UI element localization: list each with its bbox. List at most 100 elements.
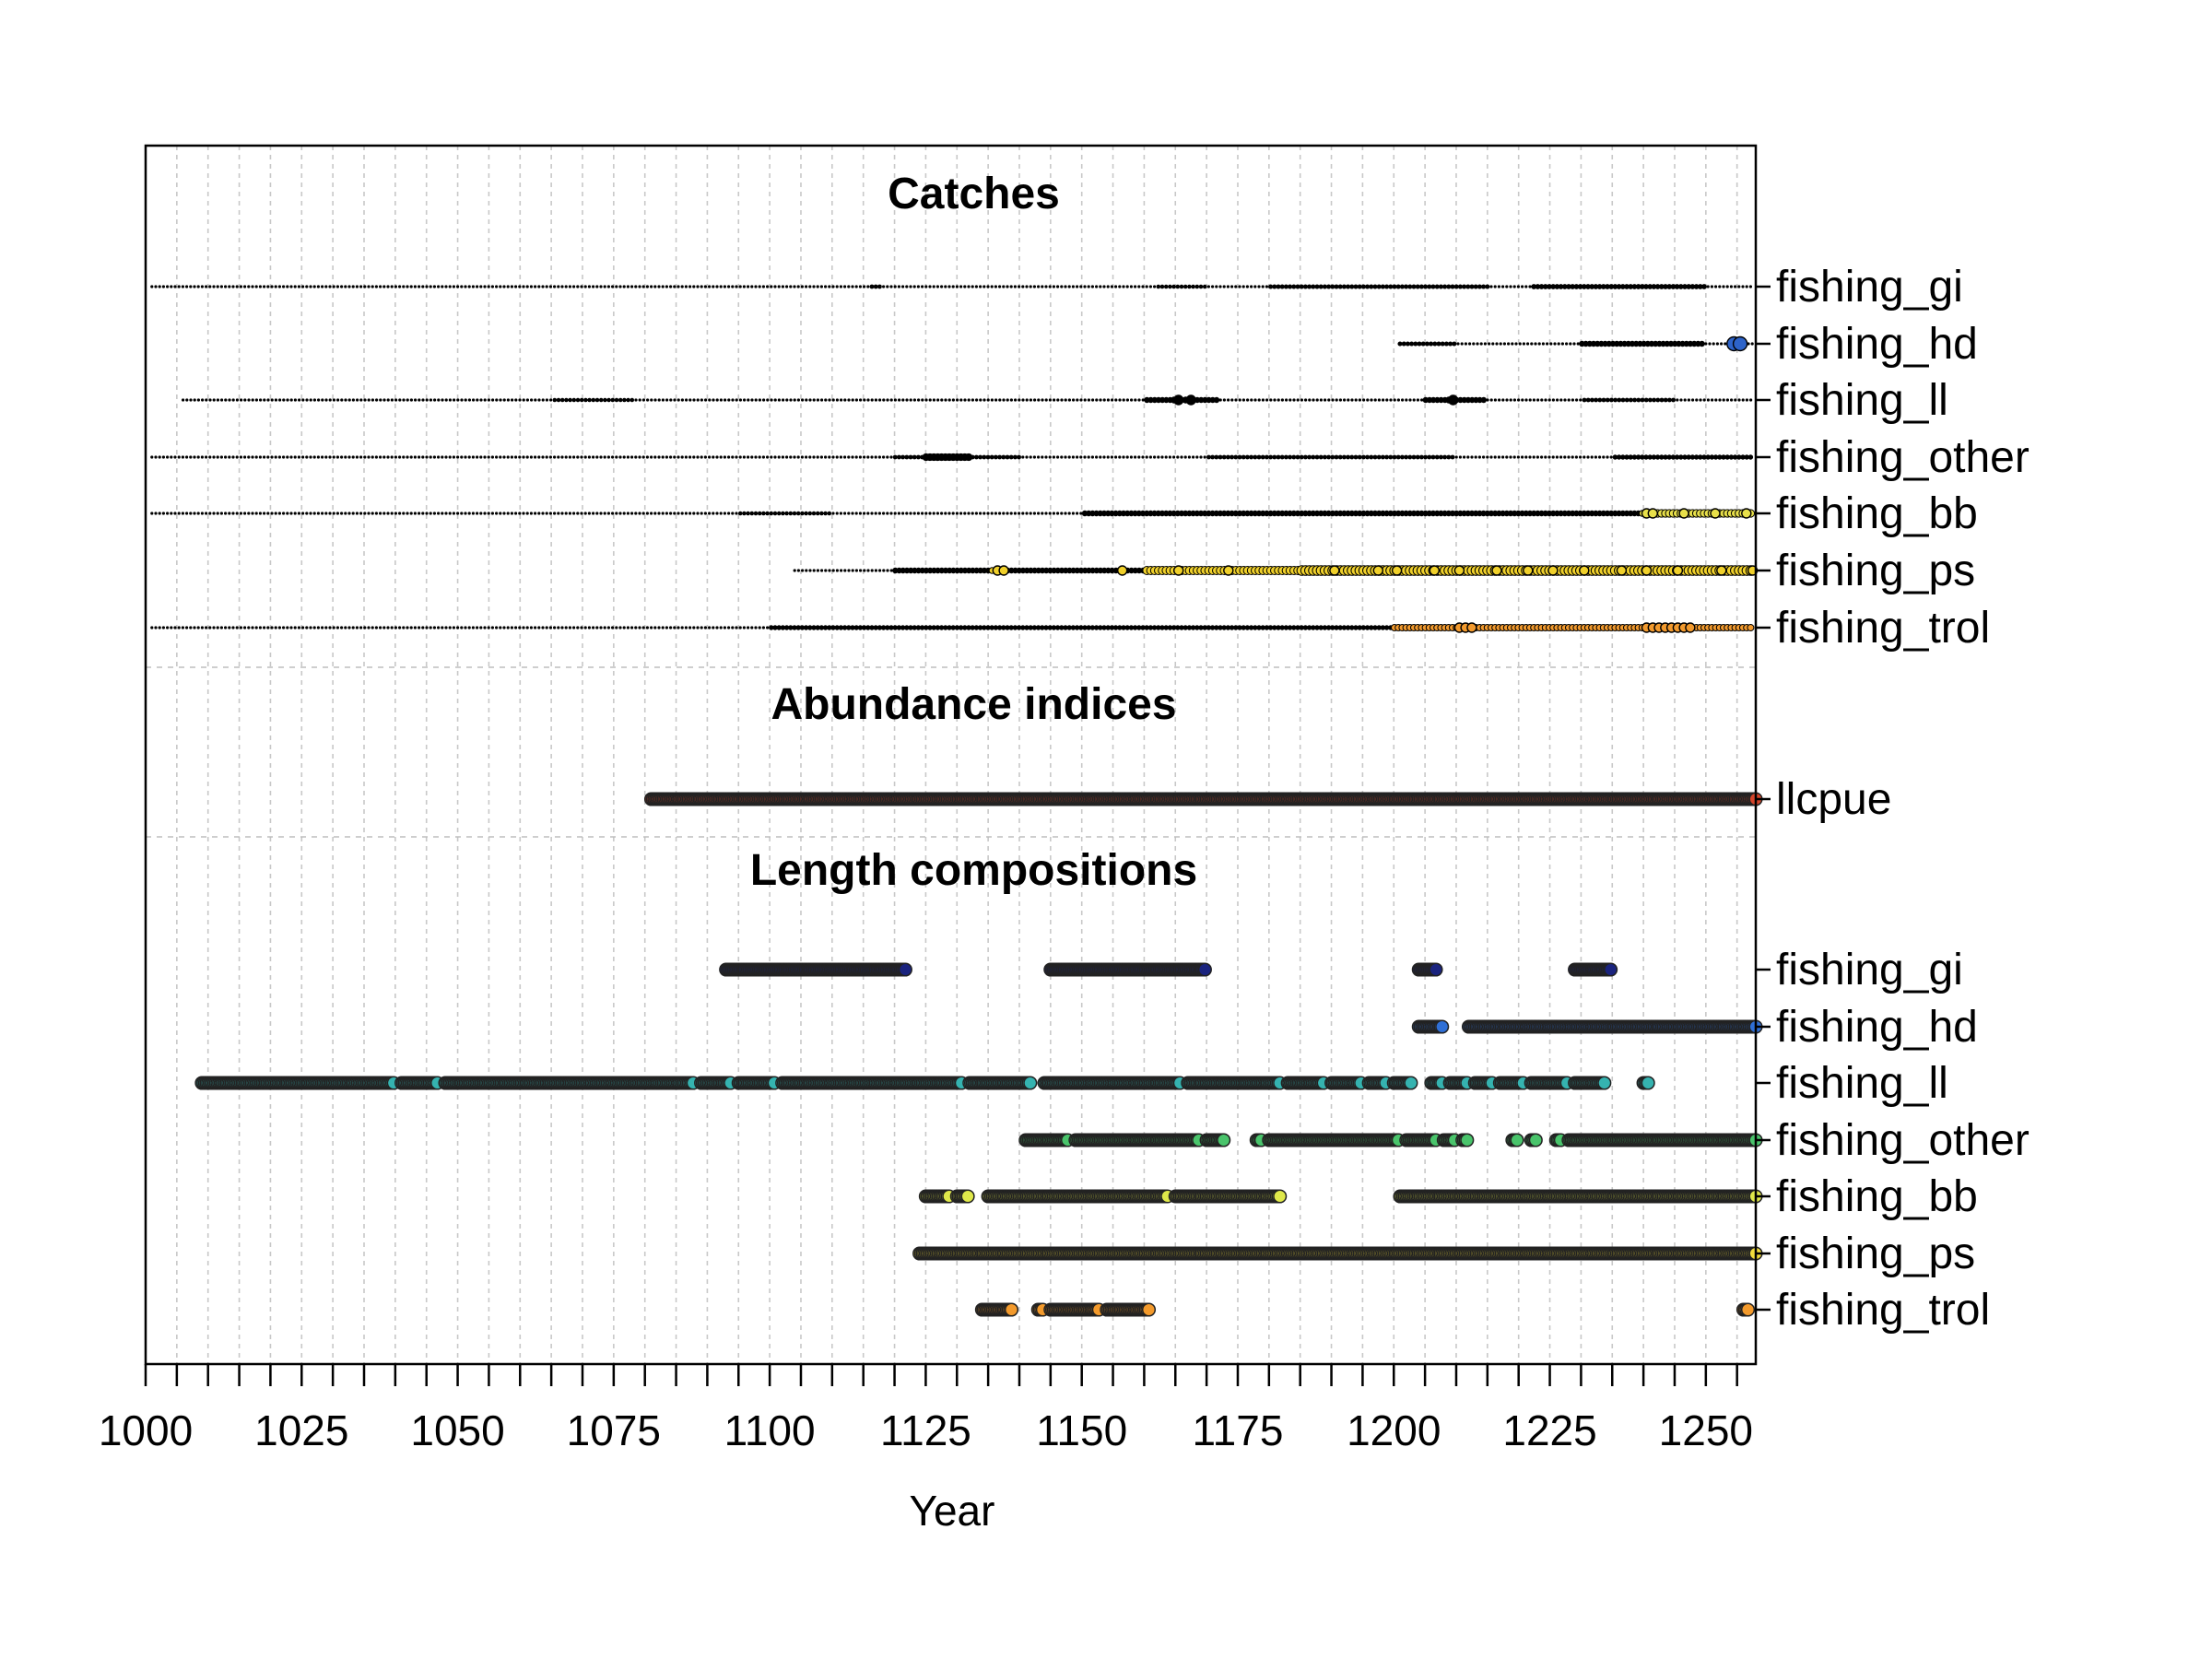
catch-point bbox=[367, 455, 371, 459]
catch-point bbox=[840, 569, 843, 572]
catch-point bbox=[502, 626, 506, 629]
catch-point bbox=[835, 455, 839, 459]
catch-point bbox=[758, 398, 762, 402]
catch-point bbox=[994, 454, 998, 460]
catch-point bbox=[708, 512, 712, 515]
catch-point bbox=[1101, 625, 1107, 630]
catch-point bbox=[1210, 454, 1215, 460]
catch-point bbox=[950, 625, 956, 630]
catch-point bbox=[1118, 285, 1122, 288]
catch-point bbox=[665, 512, 669, 515]
catch-point bbox=[208, 285, 212, 288]
catch-point bbox=[1385, 398, 1389, 402]
catch-point bbox=[935, 512, 940, 515]
catch-point bbox=[534, 285, 537, 288]
catch-point bbox=[742, 511, 747, 516]
catch-point bbox=[963, 398, 967, 402]
catch-point bbox=[1616, 454, 1622, 460]
catch-point bbox=[1111, 398, 1114, 402]
catch-point bbox=[1647, 284, 1653, 289]
catch-point bbox=[1481, 284, 1487, 289]
catch-point bbox=[904, 454, 910, 460]
catch-point bbox=[409, 455, 413, 459]
catch-point bbox=[173, 455, 177, 459]
catch-point bbox=[747, 455, 750, 459]
catch-point bbox=[340, 398, 344, 402]
catch-point bbox=[312, 285, 316, 288]
catch-point bbox=[770, 398, 773, 402]
catch-point bbox=[591, 397, 596, 403]
catch-point bbox=[1582, 397, 1587, 403]
catch-point bbox=[1640, 454, 1645, 460]
catch-point bbox=[266, 512, 270, 515]
catch-point bbox=[622, 397, 627, 403]
catch-point-large bbox=[1453, 565, 1465, 576]
catch-point bbox=[351, 455, 355, 459]
catch-point bbox=[1168, 284, 1172, 289]
catch-point bbox=[853, 625, 859, 630]
catch-point bbox=[1005, 454, 1010, 460]
catch-point bbox=[785, 398, 789, 402]
catch-point bbox=[1060, 512, 1064, 515]
catch-point bbox=[1180, 455, 1183, 459]
data-point bbox=[898, 962, 912, 977]
catch-point bbox=[1624, 397, 1630, 403]
catch-point bbox=[1687, 398, 1690, 402]
catch-point bbox=[1699, 340, 1705, 347]
catch-point bbox=[793, 455, 796, 459]
catch-point bbox=[808, 398, 812, 402]
catch-point bbox=[522, 455, 525, 459]
catch-point bbox=[1405, 398, 1408, 402]
catch-point bbox=[1106, 455, 1110, 459]
catch-point bbox=[963, 285, 967, 288]
catch-point bbox=[603, 455, 606, 459]
catch-point bbox=[731, 455, 735, 459]
catch-point bbox=[309, 512, 312, 515]
catch-point bbox=[429, 512, 432, 515]
catch-point bbox=[1372, 454, 1378, 460]
catch-point bbox=[812, 455, 816, 459]
catch-point bbox=[889, 512, 893, 515]
catch-point bbox=[277, 285, 281, 288]
catch-point bbox=[379, 626, 382, 629]
catch-point bbox=[1147, 625, 1154, 630]
catch-point bbox=[189, 285, 193, 288]
catch-point bbox=[1226, 285, 1230, 288]
catch-point bbox=[316, 512, 320, 515]
catch-point bbox=[889, 398, 893, 402]
catch-point bbox=[1238, 398, 1241, 402]
catch-point bbox=[703, 626, 708, 629]
catch-point bbox=[1589, 284, 1595, 289]
catch-point bbox=[618, 455, 622, 459]
catch-point bbox=[1307, 284, 1312, 289]
catch-point bbox=[1472, 342, 1476, 346]
catch-point bbox=[1311, 284, 1316, 289]
catch-point bbox=[1628, 284, 1634, 289]
catch-point bbox=[1145, 455, 1148, 459]
catch-point bbox=[1051, 625, 1057, 630]
catch-point bbox=[1292, 398, 1296, 402]
catch-point bbox=[1679, 398, 1683, 402]
catch-point bbox=[1337, 454, 1343, 460]
catch-point bbox=[495, 626, 499, 629]
catch-point bbox=[1241, 398, 1245, 402]
catch-point bbox=[696, 512, 700, 515]
catch-point bbox=[986, 512, 990, 515]
catch-point bbox=[905, 512, 909, 515]
series-row-fishing_hd bbox=[1397, 335, 1754, 352]
catch-point bbox=[839, 455, 843, 459]
catch-point bbox=[441, 455, 444, 459]
catch-point bbox=[958, 625, 964, 630]
catch-point bbox=[1434, 284, 1440, 289]
catch-point bbox=[189, 626, 193, 629]
catch-point bbox=[1215, 285, 1218, 288]
catch-point bbox=[892, 454, 898, 460]
catch-point bbox=[1509, 398, 1512, 402]
catch-point bbox=[1636, 397, 1641, 403]
catch-point bbox=[374, 285, 378, 288]
catch-point bbox=[1522, 342, 1525, 346]
catch-point bbox=[1190, 625, 1196, 630]
catch-point bbox=[1512, 398, 1516, 402]
catch-point bbox=[441, 512, 444, 515]
catch-point bbox=[773, 398, 777, 402]
